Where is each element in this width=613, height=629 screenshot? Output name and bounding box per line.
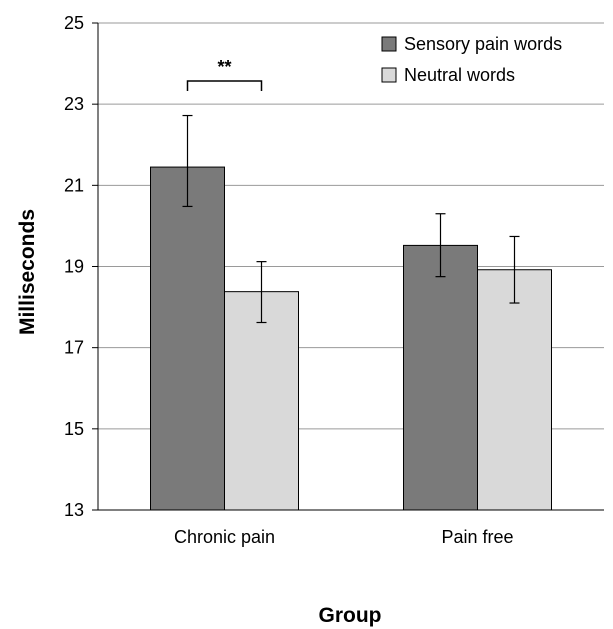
bars	[150, 166, 552, 511]
y-axis-title: Milliseconds	[16, 209, 39, 335]
y-tick-label-17: 17	[64, 338, 84, 358]
error-bars	[182, 114, 520, 324]
legend-label-neutral: Neutral words	[404, 65, 515, 85]
y-axis-ticks: 13 15 17 19 21 23 25	[64, 13, 98, 520]
significance-label: **	[217, 57, 231, 77]
x-axis-title: Group	[319, 604, 382, 627]
y-tick-label-21: 21	[64, 175, 84, 195]
legend: Sensory pain words Neutral words	[381, 34, 562, 85]
y-tick-label-15: 15	[64, 419, 84, 439]
y-tick-label-23: 23	[64, 94, 84, 114]
bar-pain-free-neutral	[477, 269, 552, 511]
significance-bracket	[186, 80, 263, 91]
significance-annotation: **	[186, 57, 263, 91]
legend-swatch-neutral	[381, 67, 397, 83]
x-tick-label-pain-free: Pain free	[441, 527, 513, 547]
y-tick-label-19: 19	[64, 257, 84, 277]
x-tick-label-chronic-pain: Chronic pain	[174, 527, 275, 547]
legend-label-sensory: Sensory pain words	[404, 34, 562, 54]
legend-swatch-sensory	[381, 36, 397, 52]
y-tick-label-25: 25	[64, 13, 84, 33]
bar-pain-free-sensory	[403, 244, 478, 511]
bar-chronic-pain-neutral	[224, 291, 299, 511]
x-axis-ticks: Chronic pain Pain free	[174, 527, 514, 547]
y-tick-label-13: 13	[64, 500, 84, 520]
bar-chronic-pain-sensory	[150, 166, 225, 511]
